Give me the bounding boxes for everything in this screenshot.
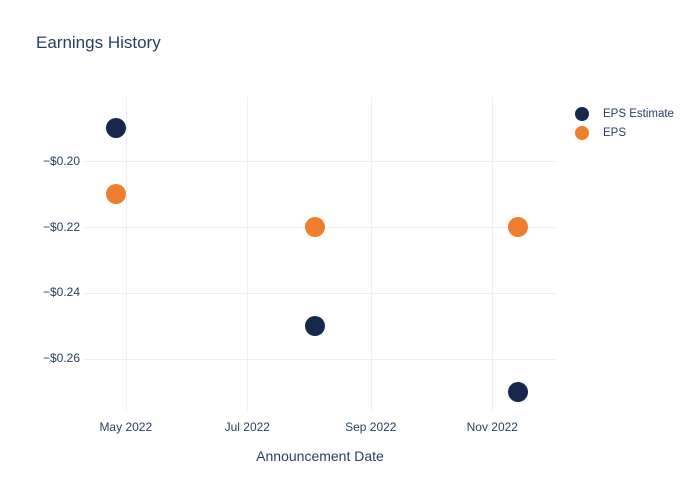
y-tick-label: −$0.20 — [42, 153, 80, 168]
legend-swatch-eps-estimate — [575, 106, 589, 121]
legend-item-eps-estimate[interactable]: EPS Estimate — [572, 104, 674, 123]
scatter-point-eps-estimate[interactable] — [305, 315, 325, 336]
x-tick-label: Jul 2022 — [224, 420, 270, 434]
legend-swatch-eps — [575, 125, 589, 140]
x-tick-label: Nov 2022 — [466, 420, 518, 434]
y-tick-label: −$0.22 — [42, 219, 80, 234]
scatter-point-eps-estimate[interactable] — [105, 118, 126, 138]
chart-title: Earnings History — [36, 33, 161, 52]
h-gridline — [84, 292, 556, 294]
y-tick-label: −$0.26 — [42, 351, 80, 366]
legend-item-eps[interactable]: EPS — [572, 123, 674, 142]
scatter-point-eps[interactable] — [105, 184, 126, 204]
legend: EPS Estimate EPS — [572, 104, 674, 142]
x-tick-label: May 2022 — [99, 420, 153, 434]
legend-label: EPS — [603, 126, 627, 139]
scatter-point-eps[interactable] — [508, 217, 529, 237]
legend-label: EPS Estimate — [603, 107, 674, 120]
v-gridline — [247, 97, 249, 411]
v-gridline — [370, 97, 372, 411]
scatter-point-eps-estimate[interactable] — [508, 381, 529, 402]
h-gridline — [84, 161, 556, 162]
x-axis-title: Announcement Date — [256, 448, 384, 464]
scatter-point-eps[interactable] — [305, 217, 325, 237]
plot-area[interactable] — [84, 97, 556, 411]
y-tick-label: −$0.24 — [42, 285, 80, 300]
x-tick-label: Sep 2022 — [345, 420, 397, 434]
v-gridline — [125, 97, 127, 411]
h-gridline — [84, 358, 556, 360]
v-gridline — [492, 97, 494, 411]
